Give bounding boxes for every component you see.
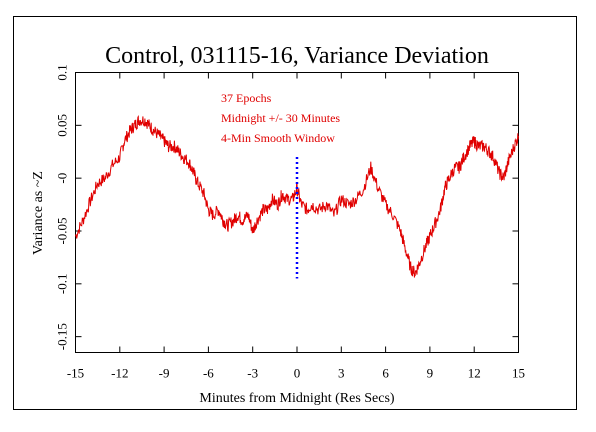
y-tick-label: 0.05 — [55, 114, 70, 137]
x-tick-label: -3 — [247, 366, 258, 381]
annotation-layer: 37 Epochs Midnight +/- 30 Minutes 4-Min Sm… — [221, 91, 340, 145]
annotation-text: 37 Epochs — [221, 91, 272, 105]
y-tick-label: -0.1 — [55, 274, 70, 295]
series-layer — [75, 115, 519, 278]
y-tick-label: -0.15 — [55, 323, 70, 350]
y-tick-label: -0 — [55, 173, 70, 184]
chart-title: Control, 031115-16, Variance Deviation — [105, 43, 489, 69]
y-axis-label: Variance as ~Z — [31, 171, 46, 255]
series-line — [75, 115, 519, 278]
x-tick-label: 0 — [294, 366, 301, 381]
annotation-text: 4-Min Smooth Window — [221, 131, 335, 145]
ticks-layer: -15 -12 -9 -6 -3 0 3 6 9 12 15 0.1 0.05 -0 -0.05 -0.1 -0… — [55, 64, 526, 380]
x-tick-label: -6 — [203, 366, 214, 381]
x-tick-label: -9 — [159, 366, 170, 381]
annotation-text: Midnight +/- 30 Minutes — [221, 111, 340, 125]
x-axis-label: Minutes from Midnight (Res Secs) — [199, 391, 395, 406]
x-tick-label: 9 — [427, 366, 434, 381]
y-tick-label: 0.1 — [55, 64, 70, 80]
x-tick-label: 3 — [338, 366, 345, 381]
x-tick-label: -12 — [111, 366, 128, 381]
x-tick-label: 12 — [468, 366, 481, 381]
x-tick-label: -15 — [67, 366, 84, 381]
outer-border — [13, 16, 577, 410]
x-tick-label: 6 — [382, 366, 389, 381]
x-tick-label: 15 — [512, 366, 525, 381]
y-tick-label: -0.05 — [55, 217, 70, 244]
